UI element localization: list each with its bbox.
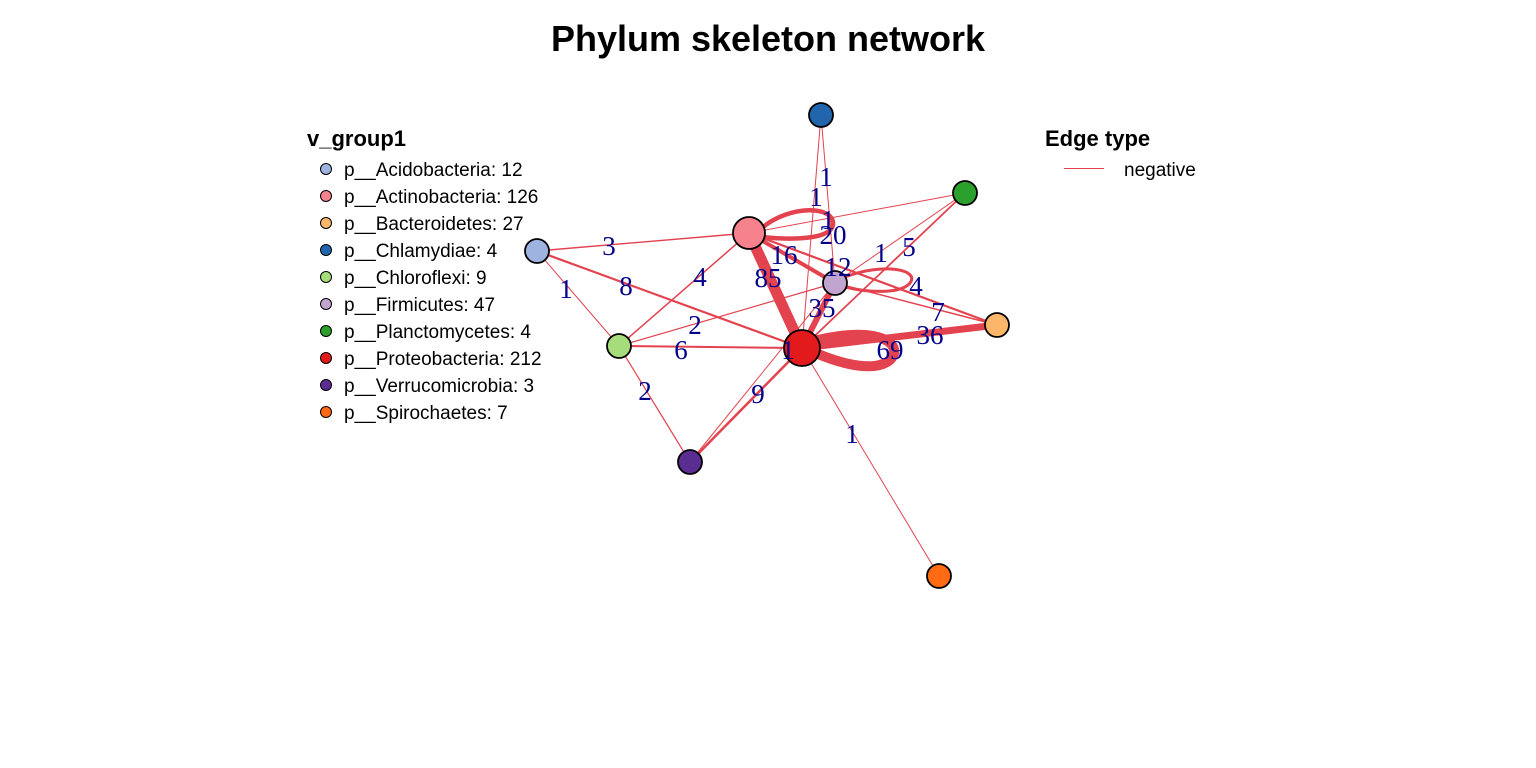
legend-swatch [320, 270, 332, 283]
legend-swatch [320, 405, 332, 418]
legend-swatch [320, 216, 332, 229]
edge-weight-label: 36 [917, 320, 944, 350]
legend-label: p__Firmicutes: 47 [344, 295, 496, 316]
edge-weight-label: 9 [751, 379, 765, 409]
network-edge [618, 345, 803, 349]
network-edge [801, 347, 940, 577]
edge-weight-label: 3 [602, 231, 616, 261]
legend-label: p__Actinobacteria: 126 [344, 187, 539, 208]
legend-swatch [320, 378, 332, 391]
legend-item: p__Bacteroidetes: 27 [320, 214, 524, 236]
network-edge [689, 282, 836, 463]
legend-swatch [320, 351, 332, 364]
legend-item: p__Planctomycetes: 4 [320, 322, 531, 344]
network-node-spirochaetes [926, 563, 952, 589]
edge-weight-label: 1 [819, 162, 833, 192]
legend-item: p__Firmicutes: 47 [320, 295, 495, 317]
legend-label: p__Chloroflexi: 9 [344, 268, 487, 289]
network-edge [798, 321, 1001, 352]
edge-weight-label: 12 [825, 252, 852, 282]
network-node-chlamydiae [808, 102, 834, 128]
edge-weight-label: 85 [755, 263, 782, 293]
legend-swatch [320, 189, 332, 202]
edge-weight-label: 1 [809, 182, 823, 212]
legend-item: p__Acidobacteria: 12 [320, 160, 523, 182]
edge-weight-label: 6 [674, 335, 688, 365]
legend-label: p__Spirochaetes: 7 [344, 403, 508, 424]
network-edge [535, 249, 804, 350]
edge-weight-label: 4 [909, 271, 923, 301]
network-node-acidobacteria [524, 238, 550, 264]
legend-item: p__Chloroflexi: 9 [320, 268, 487, 290]
edge-weight-label: 2 [688, 310, 702, 340]
legend-item: p__Actinobacteria: 126 [320, 187, 538, 209]
network-edge [834, 192, 966, 284]
edge-weight-label: 8 [619, 271, 633, 301]
network-edge [760, 208, 836, 241]
network-edge [747, 231, 999, 327]
network-node-planctomycetes [952, 180, 978, 206]
network-edge [820, 114, 836, 284]
network-node-chloroflexi [606, 333, 632, 359]
edge-weight-label: 5 [902, 232, 916, 262]
edge-weight-label: 1 [845, 419, 859, 449]
legend-label: p__Proteobacteria: 212 [344, 349, 542, 370]
negative-edge-swatch [1064, 168, 1104, 170]
legend-swatch [320, 297, 332, 310]
node-legend-title: v_group1 [307, 126, 407, 151]
network-node-actinobacteria [732, 216, 766, 250]
edge-weight-label: 1 [559, 274, 573, 304]
network-edge [834, 282, 998, 326]
legend-item: p__Verrucomicrobia: 3 [320, 376, 534, 398]
network-node-firmicutes [822, 270, 848, 296]
legend-label: p__Chlamydiae: 4 [344, 241, 498, 262]
legend-swatch [320, 162, 332, 175]
edge-weight-label: 16 [771, 240, 798, 270]
network-edge [801, 192, 966, 349]
network-edge [536, 232, 750, 252]
network-edge [813, 329, 900, 372]
legend-label: p__Acidobacteria: 12 [344, 160, 523, 181]
legend-swatch [320, 324, 332, 337]
edge-weight-label: 35 [809, 293, 836, 323]
legend-item: p__Proteobacteria: 212 [320, 349, 542, 371]
edge-weight-label: 1 [821, 205, 835, 235]
legend-item: p__Chlamydiae: 4 [320, 241, 497, 263]
network-edge [618, 345, 691, 463]
legend-label: p__Verrucomicrobia: 3 [344, 376, 535, 397]
edge-weight-label: 4 [693, 262, 707, 292]
edge-legend-item-negative: negative [1064, 160, 1196, 182]
network-edge [748, 192, 966, 234]
legend-label: p__Planctomycetes: 4 [344, 322, 531, 343]
edge-weight-label: 1 [781, 335, 795, 365]
network-edge [618, 232, 750, 347]
legend-label: p__Bacteroidetes: 27 [344, 214, 524, 235]
edge-weight-label: 7 [931, 297, 945, 327]
network-edge [536, 250, 620, 347]
network-node-bacteroidetes [984, 312, 1010, 338]
network-node-proteobacteria [783, 329, 821, 367]
edge-weight-label: 1 [874, 238, 888, 268]
edge-weight-label: 20 [820, 220, 847, 250]
chart-title: Phylum skeleton network [550, 18, 986, 59]
edge-weight-label: 2 [638, 376, 652, 406]
edge-weight-label: 69 [877, 335, 904, 365]
legend-swatch [320, 243, 332, 256]
legend-item: p__Spirochaetes: 7 [320, 403, 508, 425]
network-edge [618, 282, 836, 347]
network-edge [743, 227, 808, 354]
edge-legend-label: negative [1124, 160, 1196, 181]
network-node-verrucomicrobia [677, 449, 703, 475]
edge-legend-title: Edge type [1045, 126, 1151, 151]
network-edge [688, 346, 804, 464]
network-edge [801, 114, 822, 349]
